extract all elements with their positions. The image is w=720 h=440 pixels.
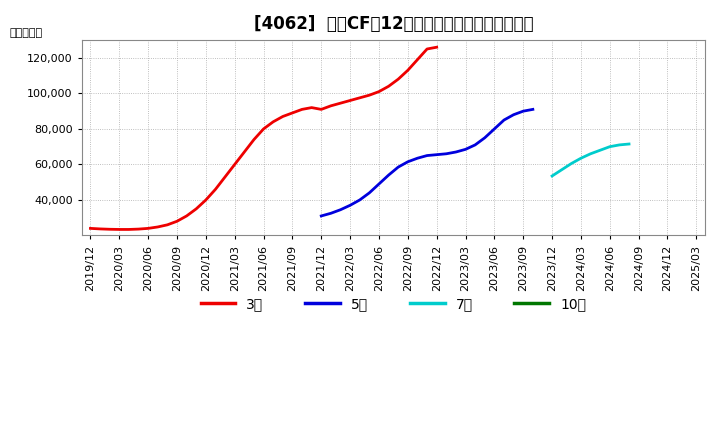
Title: [4062]  営業CFだ12か月移動合計の平均値の推移: [4062] 営業CFだ12か月移動合計の平均値の推移: [253, 15, 534, 33]
Y-axis label: （百万円）: （百万円）: [9, 28, 42, 38]
Legend: 3年, 5年, 7年, 10年: 3年, 5年, 7年, 10年: [195, 291, 592, 316]
